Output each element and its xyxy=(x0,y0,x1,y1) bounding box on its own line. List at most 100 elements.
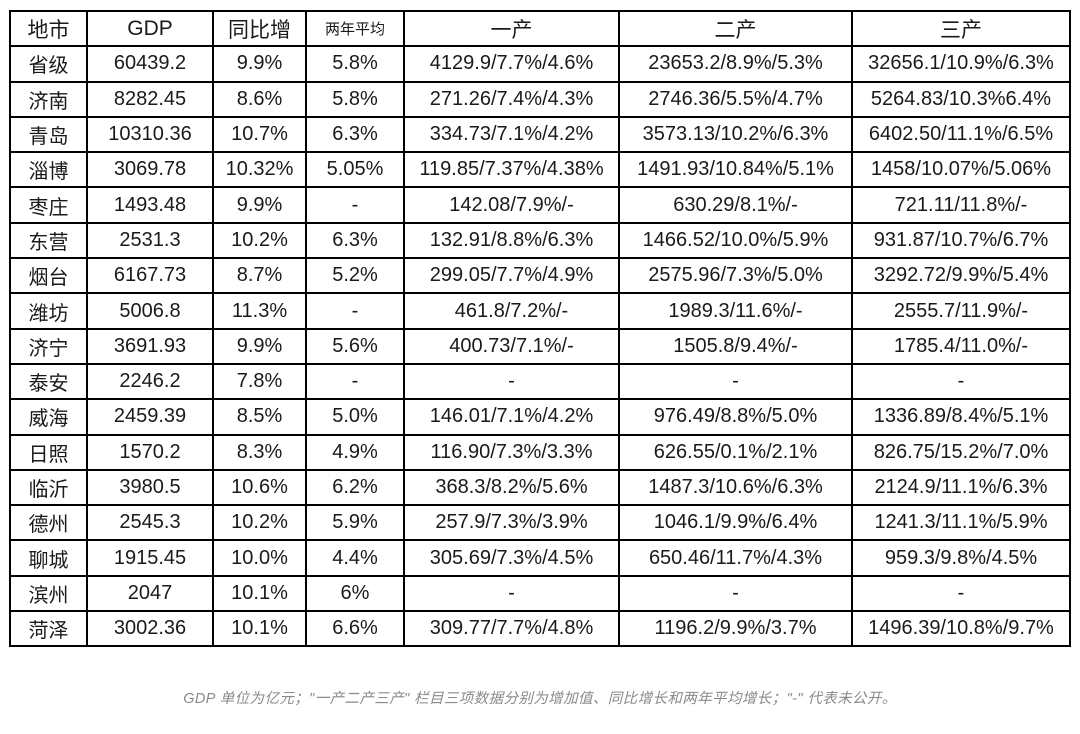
header-two-year-avg: 两年平均 xyxy=(305,9,405,48)
gdp-cell: 6167.73 xyxy=(86,257,214,295)
city-cell: 东营 xyxy=(9,221,88,260)
primary-industry-cell: 257.9/7.3%/3.9% xyxy=(403,504,620,542)
city-cell: 威海 xyxy=(9,398,88,436)
two-year-avg-cell: - xyxy=(305,292,405,330)
primary-industry-cell: - xyxy=(403,574,620,613)
two-year-avg-cell: 5.9% xyxy=(305,504,405,542)
primary-industry-cell: 400.73/7.1%/- xyxy=(403,327,620,365)
city-cell: 烟台 xyxy=(9,257,88,295)
gdp-cell: 1493.48 xyxy=(86,186,214,224)
tertiary-industry-cell: - xyxy=(851,574,1071,613)
secondary-industry-cell: 1046.1/9.9%/6.4% xyxy=(618,504,853,542)
secondary-industry-cell: 3573.13/10.2%/6.3% xyxy=(618,115,853,154)
two-year-avg-cell: 6.3% xyxy=(305,221,405,260)
table-row: 德州 2545.3 10.2% 5.9% 257.9/7.3%/3.9% 1046.1/9… xyxy=(9,504,1071,542)
table-row: 青岛 10310.36 10.7% 6.3% 334.73/7.1%/4.2% 3573.… xyxy=(9,115,1071,154)
two-year-avg-cell: 5.8% xyxy=(305,80,405,118)
gdp-cell: 5006.8 xyxy=(86,292,214,330)
gdp-cell: 2047 xyxy=(86,574,214,613)
yoy-growth-cell: 10.2% xyxy=(212,221,307,260)
gdp-by-city-table: 地市 GDP 同比增 两年平均 一产 二产 三产 省级 60439.2 9.9% 5.… xyxy=(9,9,1071,648)
yoy-growth-cell: 9.9% xyxy=(212,327,307,365)
table-row: 潍坊 5006.8 11.3% -461.8/7.2%/- 1989.3/11.6%/-… xyxy=(9,292,1071,330)
two-year-avg-cell: 6.3% xyxy=(305,115,405,154)
yoy-growth-cell: 10.1% xyxy=(212,574,307,613)
secondary-industry-cell: - xyxy=(618,574,853,613)
gdp-cell: 3980.5 xyxy=(86,468,214,507)
table-footnote: GDP 单位为亿元；"一产二产三产" 栏目三项数据分别为增加值、同比增长和两年平… xyxy=(183,691,897,707)
table-row: 济南 8282.45 8.6% 5.8% 271.26/7.4%/4.3% 2746.36… xyxy=(9,80,1071,118)
city-cell: 德州 xyxy=(9,504,88,542)
secondary-industry-cell: 976.49/8.8%/5.0% xyxy=(618,398,853,436)
gdp-cell: 60439.2 xyxy=(86,45,214,83)
secondary-industry-cell: 1196.2/9.9%/3.7% xyxy=(618,610,853,648)
secondary-industry-cell: 1466.52/10.0%/5.9% xyxy=(618,221,853,260)
yoy-growth-cell: 10.32% xyxy=(212,151,307,189)
city-cell: 菏泽 xyxy=(9,610,88,648)
gdp-cell: 1570.2 xyxy=(86,433,214,471)
city-cell: 聊城 xyxy=(9,539,88,577)
table-body: 省级 60439.2 9.9% 5.8% 4129.9/7.7%/4.6% 23653.2… xyxy=(9,45,1071,648)
tertiary-industry-cell: 826.75/15.2%/7.0% xyxy=(851,433,1071,471)
primary-industry-cell: 146.01/7.1%/4.2% xyxy=(403,398,620,436)
city-cell: 淄博 xyxy=(9,151,88,189)
tertiary-industry-cell: 2555.7/11.9%/- xyxy=(851,292,1071,330)
secondary-industry-cell: 1505.8/9.4%/- xyxy=(618,327,853,365)
two-year-avg-cell: 5.0% xyxy=(305,398,405,436)
yoy-growth-cell: 10.6% xyxy=(212,468,307,507)
secondary-industry-cell: 1989.3/11.6%/- xyxy=(618,292,853,330)
primary-industry-cell: 461.8/7.2%/- xyxy=(403,292,620,330)
table-row: 滨州 2047 10.1% 6% - - - xyxy=(9,574,1071,613)
yoy-growth-cell: 8.7% xyxy=(212,257,307,295)
gdp-cell: 3002.36 xyxy=(86,610,214,648)
yoy-growth-cell: 8.3% xyxy=(212,433,307,471)
primary-industry-cell: - xyxy=(403,362,620,401)
yoy-growth-cell: 9.9% xyxy=(212,45,307,83)
table-row: 省级 60439.2 9.9% 5.8% 4129.9/7.7%/4.6% 23653.2… xyxy=(9,45,1071,83)
table-row: 泰安 2246.2 7.8% - - - - xyxy=(9,362,1071,401)
tertiary-industry-cell: 1336.89/8.4%/5.1% xyxy=(851,398,1071,436)
gdp-cell: 3691.93 xyxy=(86,327,214,365)
two-year-avg-cell: 4.9% xyxy=(305,433,405,471)
table-row: 济宁 3691.93 9.9% 5.6% 400.73/7.1%/- 1505.8/9.4… xyxy=(9,327,1071,365)
two-year-avg-cell: 5.05% xyxy=(305,151,405,189)
secondary-industry-cell: 23653.2/8.9%/5.3% xyxy=(618,45,853,83)
gdp-cell: 2246.2 xyxy=(86,362,214,401)
two-year-avg-cell: 5.2% xyxy=(305,257,405,295)
tertiary-industry-cell: 2124.9/11.1%/6.3% xyxy=(851,468,1071,507)
yoy-growth-cell: 8.6% xyxy=(212,80,307,118)
primary-industry-cell: 334.73/7.1%/4.2% xyxy=(403,115,620,154)
primary-industry-cell: 305.69/7.3%/4.5% xyxy=(403,539,620,577)
secondary-industry-cell: 1487.3/10.6%/6.3% xyxy=(618,468,853,507)
gdp-cell: 2545.3 xyxy=(86,504,214,542)
city-cell: 滨州 xyxy=(9,574,88,613)
tertiary-industry-cell: 3292.72/9.9%/5.4% xyxy=(851,257,1071,295)
gdp-cell: 3069.78 xyxy=(86,151,214,189)
city-cell: 枣庄 xyxy=(9,186,88,224)
primary-industry-cell: 119.85/7.37%/4.38% xyxy=(403,151,620,189)
two-year-avg-cell: 6% xyxy=(305,574,405,613)
two-year-avg-cell: 5.6% xyxy=(305,327,405,365)
tertiary-industry-cell: 6402.50/11.1%/6.5% xyxy=(851,115,1071,154)
primary-industry-cell: 309.77/7.7%/4.8% xyxy=(403,610,620,648)
table-row: 日照 1570.2 8.3% 4.9% 116.90/7.3%/3.3% 626.55/0… xyxy=(9,433,1071,471)
secondary-industry-cell: 2746.36/5.5%/4.7% xyxy=(618,80,853,118)
yoy-growth-cell: 8.5% xyxy=(212,398,307,436)
tertiary-industry-cell: 1496.39/10.8%/9.7% xyxy=(851,610,1071,648)
secondary-industry-cell: 650.46/11.7%/4.3% xyxy=(618,539,853,577)
city-cell: 青岛 xyxy=(9,115,88,154)
table-row: 淄博 3069.78 10.32% 5.05% 119.85/7.37%/4.38% 14… xyxy=(9,151,1071,189)
table-row: 东营 2531.3 10.2% 6.3% 132.91/8.8%/6.3% 1466.52… xyxy=(9,221,1071,260)
city-cell: 日照 xyxy=(9,433,88,471)
header-primary-industry: 一产 xyxy=(403,9,620,48)
yoy-growth-cell: 7.8% xyxy=(212,362,307,401)
yoy-growth-cell: 10.7% xyxy=(212,115,307,154)
gdp-cell: 2459.39 xyxy=(86,398,214,436)
city-cell: 泰安 xyxy=(9,362,88,401)
primary-industry-cell: 116.90/7.3%/3.3% xyxy=(403,433,620,471)
two-year-avg-cell: - xyxy=(305,186,405,224)
tertiary-industry-cell: 1241.3/11.1%/5.9% xyxy=(851,504,1071,542)
table-row: 烟台 6167.73 8.7% 5.2% 299.05/7.7%/4.9% 2575.96… xyxy=(9,257,1071,295)
table-row: 临沂 3980.5 10.6% 6.2% 368.3/8.2%/5.6% 1487.3/1… xyxy=(9,468,1071,507)
secondary-industry-cell: - xyxy=(618,362,853,401)
